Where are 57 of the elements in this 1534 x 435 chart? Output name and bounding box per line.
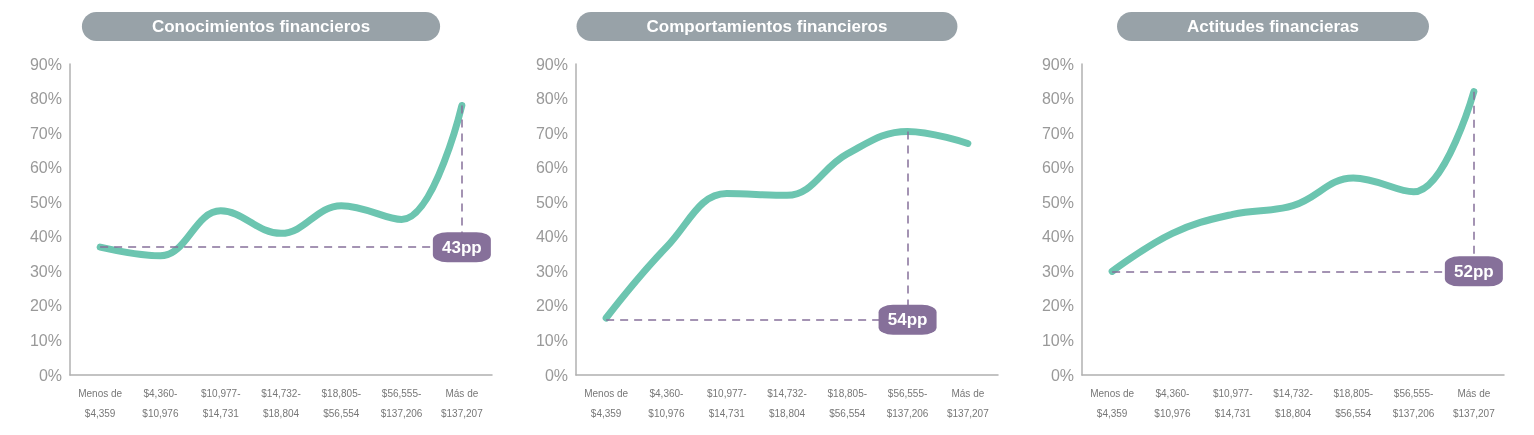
x-tick-label: $56,555- $137,206 [380, 387, 423, 419]
y-tick-label: 10% [29, 331, 62, 349]
y-tick-label: 60% [535, 159, 568, 177]
y-tick-label: 10% [1041, 331, 1074, 349]
x-tick-label: Más de $137,207 [1453, 387, 1496, 419]
x-tick-label: $14,732- $18,804 [1273, 387, 1313, 419]
ref-line-label: 52pp [1454, 261, 1494, 281]
x-tick-label: $14,732- $18,804 [767, 387, 807, 419]
y-tick-label: 60% [1041, 159, 1074, 177]
y-tick-label: 30% [535, 262, 568, 280]
y-tick-label: 90% [535, 55, 568, 73]
y-tick-label: 20% [535, 297, 568, 315]
x-tick-label: $14,732- $18,804 [261, 387, 301, 419]
y-tick-label: 10% [535, 331, 568, 349]
y-tick-label: 0% [1050, 366, 1074, 384]
y-tick-label: 20% [1041, 297, 1074, 315]
y-tick-label: 20% [29, 297, 62, 315]
x-tick-label: $10,977- $14,731 [1212, 387, 1253, 419]
x-tick-label: $10,977- $14,731 [706, 387, 747, 419]
y-tick-label: 80% [1041, 90, 1074, 108]
y-tick-label: 40% [1041, 228, 1074, 246]
y-tick-label: 40% [29, 228, 62, 246]
x-tick-label: Menos de $4,359 [78, 387, 123, 419]
x-tick-label: $56,555- $137,206 [886, 387, 929, 419]
x-tick-label: $18,805- $56,554 [827, 387, 868, 419]
y-tick-label: 70% [29, 124, 62, 142]
x-tick-label: $4,360- $10,976 [648, 387, 685, 419]
y-tick-label: 80% [29, 90, 62, 108]
y-tick-label: 0% [38, 366, 62, 384]
x-tick-label: $56,555- $137,206 [1392, 387, 1435, 419]
x-tick-label: $10,977- $14,731 [200, 387, 241, 419]
y-tick-label: 60% [29, 159, 62, 177]
y-tick-label: 0% [544, 366, 568, 384]
x-tick-label: Menos de $4,359 [584, 387, 629, 419]
x-tick-label: $4,360- $10,976 [142, 387, 179, 419]
x-tick-label: $4,360- $10,976 [1154, 387, 1191, 419]
y-tick-label: 90% [29, 55, 62, 73]
x-tick-label: Más de $137,207 [441, 387, 484, 419]
x-tick-label: $18,805- $56,554 [321, 387, 362, 419]
ref-line-label: 43pp [442, 237, 482, 257]
y-tick-label: 30% [1041, 262, 1074, 280]
ref-line-label: 54pp [887, 310, 928, 330]
y-tick-label: 70% [535, 124, 568, 142]
y-tick-label: 80% [535, 90, 568, 108]
x-tick-label: Menos de $4,359 [1090, 387, 1135, 419]
y-tick-label: 50% [535, 193, 568, 211]
y-tick-label: 50% [1041, 193, 1074, 211]
y-tick-label: 50% [29, 193, 62, 211]
y-tick-label: 70% [1041, 124, 1074, 142]
chart-title: Actitudes financieras [1187, 17, 1359, 36]
x-tick-label: Más de $137,207 [947, 387, 990, 419]
y-tick-label: 30% [29, 262, 62, 280]
y-tick-label: 40% [535, 228, 568, 246]
y-tick-label: 90% [1041, 55, 1074, 73]
chart-title: Comportamientos financieros [646, 17, 888, 36]
x-tick-label: $18,805- $56,554 [1333, 387, 1374, 419]
chart-title: Conocimientos financieros [151, 17, 371, 36]
